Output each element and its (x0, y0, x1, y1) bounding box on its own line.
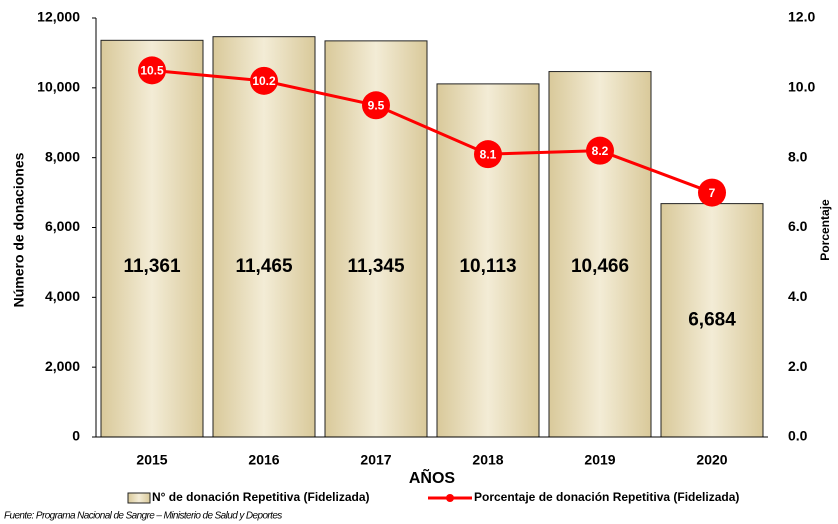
legend-swatch (446, 494, 454, 502)
line-point (586, 136, 614, 165)
source-note: Fuente: Programa Nacional de Sangre – Mi… (4, 511, 282, 522)
bar (548, 71, 652, 438)
bar-value-label: 11,361 (123, 256, 180, 277)
y-tick-label: 8,000 (45, 148, 80, 164)
y2-tick-label: 0.0 (788, 428, 808, 444)
legend-label: Porcentaje de donación Repetitiva (Fidel… (474, 490, 739, 504)
y-tick-label: 6,000 (45, 218, 80, 234)
legend-swatch (127, 492, 151, 504)
line-point (362, 91, 390, 120)
bar-value-label: 11,465 (235, 256, 292, 277)
bar-value-label: 10,466 (571, 256, 629, 277)
y2-tick-label: 4.0 (788, 288, 808, 304)
point-value-label: 10.5 (140, 64, 164, 78)
line-point (250, 66, 278, 95)
x-axis-title: AÑOS (409, 467, 456, 487)
y2-tick-label: 12.0 (788, 9, 815, 25)
point-value-label: 8.1 (480, 147, 497, 161)
point-value-label: 10.2 (252, 74, 276, 88)
bar (100, 39, 204, 438)
point-value-label: 9.5 (368, 98, 385, 112)
bar (660, 203, 764, 438)
y2-tick-label: 10.0 (788, 79, 815, 95)
line-series (151, 68, 713, 194)
bar-value-label: 10,113 (459, 256, 516, 277)
legend-label: N° de donación Repetitiva (Fidelizada) (152, 490, 370, 504)
x-tick-label: 2019 (584, 452, 615, 468)
bar (212, 36, 316, 438)
x-tick-label: 2018 (472, 452, 503, 468)
y2-axis-title: Porcentaje (818, 199, 832, 261)
y2-tick-label: 6.0 (788, 218, 808, 234)
x-tick-label: 2016 (248, 452, 279, 468)
point-value-label: 7 (709, 186, 716, 200)
y-tick-label: 0 (72, 428, 80, 444)
y-tick-label: 12,000 (37, 9, 80, 25)
x-tick-label: 2020 (696, 452, 727, 468)
x-tick-label: 2017 (360, 452, 391, 468)
y-tick-label: 2,000 (45, 358, 80, 374)
x-tick-label: 2015 (136, 452, 167, 468)
y2-tick-label: 2.0 (788, 358, 808, 374)
y-tick-label: 10,000 (37, 79, 80, 95)
bar-value-label: 11,345 (347, 256, 404, 277)
bar-value-label: 6,684 (688, 309, 736, 330)
line-point (138, 56, 166, 85)
y2-tick-label: 8.0 (788, 148, 808, 164)
line-point (474, 140, 502, 169)
line-point (698, 178, 726, 207)
point-value-label: 8.2 (592, 144, 609, 158)
y-tick-label: 4,000 (45, 288, 80, 304)
y-axis-title: Número de donaciones (11, 152, 27, 307)
